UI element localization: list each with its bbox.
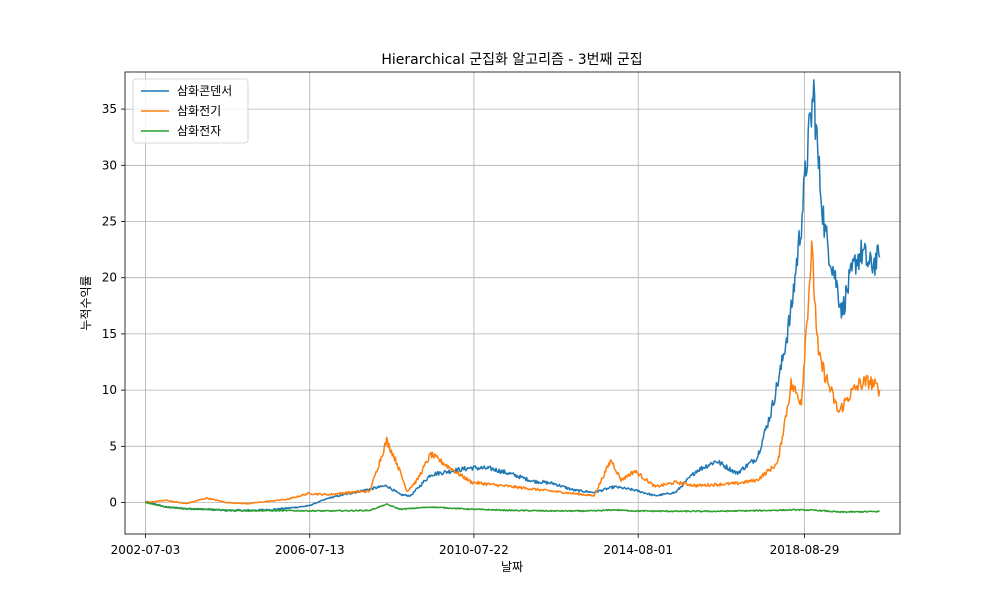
series-line — [144, 240, 881, 505]
legend-label: 삼화전자 — [177, 124, 221, 138]
x-tick-label: 2010-07-22 — [439, 543, 509, 557]
y-tick-label: 25 — [102, 215, 117, 229]
x-axis-title: 날짜 — [501, 560, 523, 574]
series-line — [145, 501, 880, 514]
y-tick-label: 0 — [109, 496, 117, 510]
y-tick-label: 30 — [102, 158, 117, 172]
x-tick-label: 2002-07-03 — [111, 543, 181, 557]
plot-area — [125, 72, 900, 534]
legend-label: 삼화콘덴서 — [177, 84, 232, 98]
x-tick-label: 2014-08-01 — [603, 543, 673, 557]
x-tick-label: 2006-07-13 — [275, 543, 345, 557]
y-tick-label: 15 — [102, 327, 117, 341]
series-layer — [144, 79, 881, 514]
legend-box — [132, 78, 249, 144]
plot-frame — [124, 71, 901, 535]
y-tick-label: 35 — [102, 102, 117, 116]
legend-label: 삼화전기 — [177, 104, 221, 118]
y-tick-label: 10 — [102, 383, 117, 397]
y-axis-title: 누적수익률 — [79, 275, 93, 330]
y-tick-label: 20 — [102, 271, 117, 285]
y-tick-label: 5 — [109, 439, 117, 453]
y-axis-ticks: 0 5 10 15 20 25 30 35 — [102, 102, 125, 510]
x-tick-label: 2018-08-29 — [770, 543, 840, 557]
chart-title: Hierarchical 군집화 알고리즘 - 3번째 군집 — [381, 52, 642, 68]
x-axis-ticks: 2002-07-03 2006-07-13 2010-07-22 2014-08-01… — [111, 534, 840, 557]
